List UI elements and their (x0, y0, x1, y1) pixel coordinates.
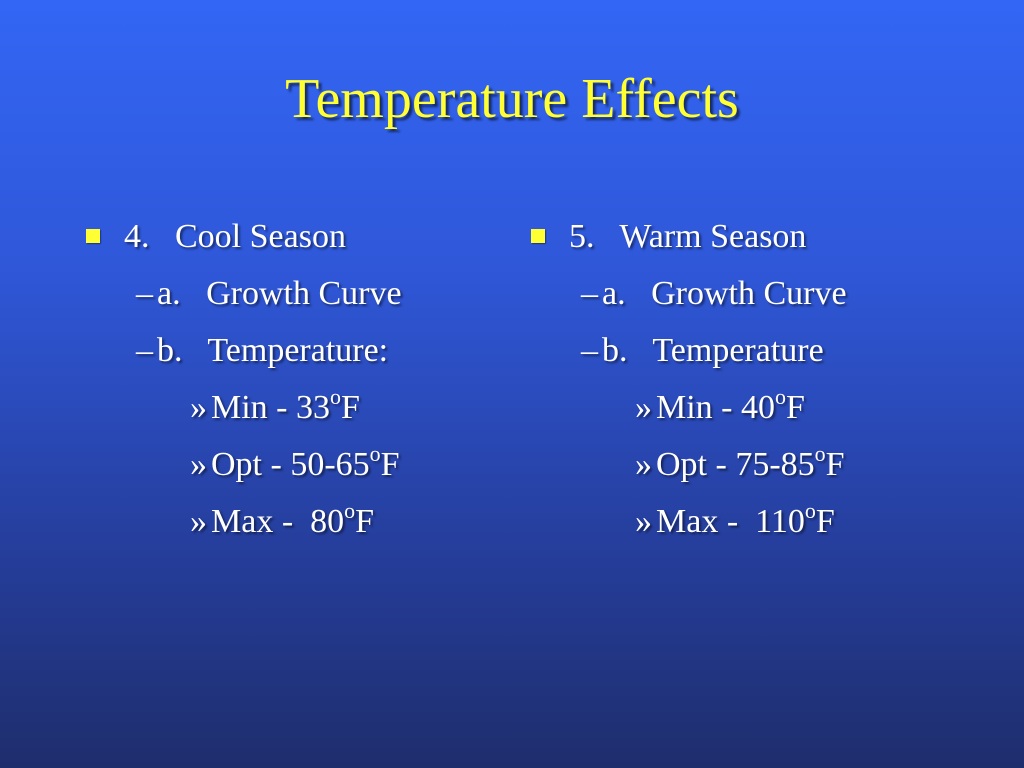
warm-growth-curve-text: a. Growth Curve (602, 275, 847, 312)
warm-max-text: Max - 110 (656, 503, 805, 540)
cool-temperature-item: – b. Temperature: (86, 326, 526, 383)
sub-bullet: » (190, 389, 207, 426)
sub-bullet: » (635, 389, 652, 426)
unit-label: F (815, 503, 835, 540)
cool-max-text: Max - 80 (211, 503, 345, 540)
sub-bullet: » (190, 446, 207, 483)
unit-label: F (355, 503, 375, 540)
dash-bullet: – (136, 275, 153, 312)
warm-temperature-text: b. Temperature (602, 332, 824, 369)
degree-sign: o (369, 440, 381, 466)
cool-max-temp: » Max - 80oF (86, 497, 526, 554)
cool-growth-curve-item: – a. Growth Curve (86, 269, 526, 326)
slide-title: Temperature Effects (285, 68, 739, 130)
dash-bullet: – (581, 275, 598, 312)
warm-min-temp: » Min - 40oF (531, 383, 971, 440)
cool-temperature-text: b. Temperature: (157, 332, 389, 369)
cool-season-heading-text: 4. Cool Season (124, 218, 346, 255)
warm-growth-curve-item: – a. Growth Curve (531, 269, 971, 326)
sub-bullet: » (190, 503, 207, 540)
unit-label: F (380, 446, 400, 483)
cool-season-heading: 4. Cool Season (86, 212, 526, 269)
unit-label: F (341, 389, 360, 426)
warm-season-column: 5. Warm Season – a. Growth Curve – b. Temp… (531, 212, 971, 554)
square-bullet-icon (531, 229, 545, 244)
warm-max-temp: » Max - 110oF (531, 497, 971, 554)
cool-season-column: 4. Cool Season – a. Growth Curve – b. Temp… (86, 212, 526, 554)
cool-opt-text: Opt - 50-65 (211, 446, 370, 483)
warm-season-heading: 5. Warm Season (531, 212, 971, 269)
dash-bullet: – (581, 332, 598, 369)
warm-temperature-item: – b. Temperature (531, 326, 971, 383)
degree-sign: o (330, 383, 341, 409)
warm-min-text: Min - 40 (656, 389, 775, 426)
degree-sign: o (804, 497, 816, 523)
degree-sign: o (814, 440, 826, 466)
degree-sign: o (775, 383, 786, 409)
square-bullet-icon (86, 229, 100, 244)
cool-min-text: Min - 33 (211, 389, 330, 426)
unit-label: F (786, 389, 805, 426)
sub-bullet: » (635, 503, 652, 540)
unit-label: F (825, 446, 845, 483)
cool-growth-curve-text: a. Growth Curve (157, 275, 402, 312)
warm-season-heading-text: 5. Warm Season (569, 218, 807, 255)
warm-opt-text: Opt - 75-85 (656, 446, 815, 483)
cool-opt-temp: » Opt - 50-65oF (86, 440, 526, 497)
warm-opt-temp: » Opt - 75-85oF (531, 440, 971, 497)
cool-min-temp: » Min - 33oF (86, 383, 526, 440)
degree-sign: o (344, 497, 356, 523)
dash-bullet: – (136, 332, 153, 369)
sub-bullet: » (635, 446, 652, 483)
